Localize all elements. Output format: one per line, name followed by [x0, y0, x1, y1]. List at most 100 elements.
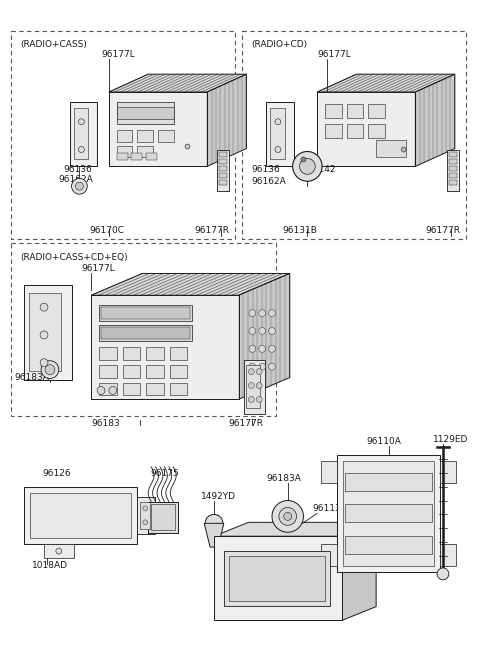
- Bar: [99, 365, 117, 377]
- Bar: [321, 461, 337, 483]
- Circle shape: [300, 159, 315, 174]
- Polygon shape: [207, 74, 246, 166]
- Bar: [123, 383, 140, 396]
- Bar: [368, 104, 385, 118]
- Bar: [158, 130, 174, 141]
- Polygon shape: [342, 522, 376, 620]
- Bar: [44, 544, 73, 558]
- Bar: [266, 102, 294, 166]
- Bar: [117, 102, 174, 124]
- Bar: [440, 544, 456, 566]
- Bar: [449, 153, 456, 157]
- Bar: [317, 92, 416, 166]
- Bar: [219, 174, 227, 178]
- Circle shape: [301, 157, 306, 162]
- Polygon shape: [416, 74, 455, 166]
- Bar: [109, 92, 207, 166]
- Bar: [219, 166, 227, 172]
- Bar: [117, 107, 174, 119]
- Circle shape: [293, 151, 322, 181]
- Bar: [123, 365, 140, 377]
- Circle shape: [249, 328, 256, 335]
- Bar: [99, 325, 192, 341]
- Bar: [137, 145, 153, 157]
- Circle shape: [259, 328, 265, 335]
- Circle shape: [72, 178, 87, 194]
- Circle shape: [45, 365, 55, 375]
- Bar: [440, 461, 456, 483]
- Text: 96162A: 96162A: [252, 177, 286, 186]
- Text: 96175: 96175: [150, 469, 179, 478]
- Text: 96131B: 96131B: [283, 227, 318, 235]
- Circle shape: [78, 147, 84, 153]
- Bar: [140, 502, 150, 529]
- Bar: [229, 556, 325, 601]
- Bar: [347, 104, 363, 118]
- Bar: [270, 108, 285, 159]
- Circle shape: [259, 363, 265, 370]
- Circle shape: [268, 345, 276, 352]
- Circle shape: [40, 303, 48, 311]
- Text: (RADIO+CD): (RADIO+CD): [252, 41, 308, 50]
- Bar: [449, 180, 456, 185]
- Bar: [447, 149, 459, 191]
- Bar: [243, 360, 265, 414]
- Text: 96113B: 96113B: [312, 504, 347, 513]
- Circle shape: [143, 506, 148, 511]
- Bar: [217, 149, 229, 191]
- Bar: [73, 108, 88, 159]
- Text: 96183: 96183: [91, 419, 120, 428]
- Bar: [219, 180, 227, 185]
- Text: 1492YD: 1492YD: [201, 492, 236, 501]
- Bar: [24, 286, 72, 379]
- Bar: [70, 102, 97, 166]
- Bar: [214, 536, 342, 620]
- Bar: [337, 455, 440, 572]
- Circle shape: [272, 500, 303, 533]
- Bar: [137, 496, 155, 534]
- Text: 96162A: 96162A: [59, 175, 94, 184]
- Bar: [146, 347, 164, 360]
- Bar: [170, 347, 188, 360]
- Circle shape: [259, 310, 265, 316]
- Bar: [91, 295, 239, 400]
- Bar: [449, 166, 456, 172]
- Bar: [246, 365, 260, 408]
- Bar: [117, 145, 132, 157]
- Circle shape: [40, 331, 48, 339]
- Bar: [219, 153, 227, 157]
- Circle shape: [256, 396, 262, 402]
- Circle shape: [75, 182, 84, 190]
- Text: (RADIO+CASS): (RADIO+CASS): [21, 41, 87, 50]
- Text: 96177R: 96177R: [425, 227, 460, 235]
- Circle shape: [401, 147, 406, 152]
- Text: 96177L: 96177L: [317, 50, 351, 59]
- Bar: [170, 365, 188, 377]
- Circle shape: [97, 386, 105, 394]
- Circle shape: [256, 369, 262, 375]
- Circle shape: [78, 119, 84, 124]
- Circle shape: [249, 363, 256, 370]
- Circle shape: [268, 328, 276, 335]
- Circle shape: [249, 383, 254, 388]
- Circle shape: [275, 147, 281, 153]
- Bar: [132, 153, 142, 160]
- Circle shape: [40, 359, 48, 367]
- Polygon shape: [204, 523, 224, 547]
- Circle shape: [268, 310, 276, 316]
- Circle shape: [249, 369, 254, 375]
- Bar: [99, 347, 117, 360]
- Bar: [30, 493, 132, 538]
- Bar: [146, 365, 164, 377]
- Bar: [148, 502, 178, 533]
- Bar: [376, 140, 406, 157]
- Bar: [99, 383, 117, 396]
- Polygon shape: [239, 273, 289, 400]
- Bar: [345, 504, 432, 522]
- Circle shape: [249, 345, 256, 352]
- Bar: [347, 124, 363, 138]
- Bar: [219, 159, 227, 164]
- Text: 96136: 96136: [64, 165, 93, 174]
- Text: 96177L: 96177L: [82, 264, 115, 273]
- Text: 96177L: 96177L: [101, 50, 135, 59]
